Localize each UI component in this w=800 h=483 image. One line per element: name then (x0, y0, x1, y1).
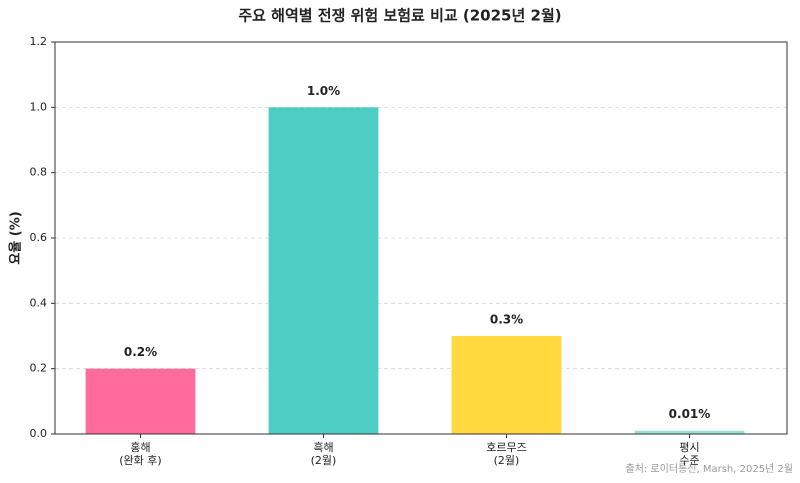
y-tick-label: 0.0 (30, 427, 48, 440)
bar (451, 336, 562, 434)
chart-title: 주요 해역별 전쟁 위험 보험료 비교 (2025년 2월) (238, 7, 561, 25)
bar (634, 430, 745, 434)
value-label: 0.01% (669, 407, 711, 421)
bar (268, 107, 379, 434)
value-label: 0.2% (124, 345, 157, 359)
y-axis-label: 요율 (%) (8, 211, 24, 264)
plot-frame (54, 41, 788, 435)
y-tick-label: 1.0 (30, 100, 48, 113)
y-tick-label: 0.2 (30, 362, 48, 375)
y-tick-label: 1.2 (30, 35, 48, 48)
bar (85, 368, 196, 434)
value-label: 0.3% (490, 313, 523, 327)
x-tick-label: 흑해 (2월) (311, 440, 337, 467)
y-tick-label: 0.8 (30, 166, 48, 179)
source-note: 출처: 로이터통신, Marsh, 2025년 2월 (626, 463, 793, 475)
value-label: 1.0% (307, 84, 340, 98)
x-tick-label: 평시 수준 (679, 441, 699, 467)
x-tick-label: 홍해 (완화 후) (119, 440, 161, 467)
y-tick-label: 0.6 (30, 231, 48, 244)
x-tick-label: 호르무즈 (2월) (486, 441, 526, 467)
y-tick-label: 0.4 (30, 296, 48, 309)
